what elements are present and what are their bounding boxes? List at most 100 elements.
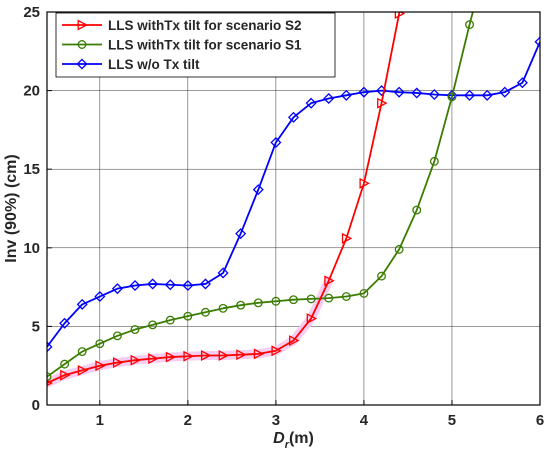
x-axis-label-unit: (m) — [289, 430, 314, 447]
data-point — [148, 320, 158, 330]
data-point — [270, 136, 282, 148]
plot-series — [47, 12, 540, 388]
data-point — [164, 279, 176, 291]
x-tick-label: 6 — [536, 412, 544, 429]
data-point — [182, 280, 194, 292]
data-point — [183, 311, 193, 321]
data-point — [165, 351, 177, 363]
data-point — [94, 291, 106, 303]
data-point — [324, 293, 334, 303]
data-point — [111, 283, 123, 295]
x-tick-label: 3 — [272, 412, 280, 429]
data-point — [428, 89, 440, 101]
data-point — [218, 303, 228, 313]
x-tick-label: 4 — [360, 412, 369, 429]
data-point — [394, 12, 406, 20]
data-point — [306, 313, 318, 325]
data-point — [252, 184, 264, 196]
data-point — [253, 348, 265, 360]
data-point — [412, 205, 422, 215]
data-point — [306, 294, 316, 304]
data-point — [411, 87, 423, 99]
y-tick-label: 25 — [23, 4, 40, 21]
y-tick-label: 0 — [32, 397, 40, 414]
data-point — [323, 92, 335, 104]
data-point — [377, 271, 386, 281]
legend-marker — [76, 58, 88, 70]
x-tick-label: 5 — [448, 412, 456, 429]
y-tick-label: 5 — [32, 318, 40, 335]
data-point — [199, 278, 211, 290]
data-point — [183, 350, 194, 362]
data-point — [464, 89, 476, 101]
data-point — [271, 345, 282, 357]
data-point — [95, 339, 105, 349]
data-point — [218, 350, 230, 361]
data-point — [340, 89, 352, 101]
data-point — [77, 347, 87, 357]
data-point — [130, 325, 140, 334]
data-point — [289, 295, 298, 305]
y-axis-label: Inv (90%) (cm) — [3, 154, 20, 262]
y-tick-label: 15 — [23, 161, 40, 178]
data-point — [60, 359, 70, 369]
data-point — [95, 360, 106, 372]
x-axis-label: Dr(m) — [273, 430, 314, 451]
data-point — [76, 298, 88, 310]
legend-label: LLS withTx tilt for scenario S2 — [108, 18, 302, 33]
x-axis-label-main: D — [273, 430, 285, 447]
data-point — [112, 357, 124, 369]
data-point — [341, 232, 353, 244]
legend-marker — [77, 40, 87, 49]
series-1 — [47, 12, 406, 387]
data-point — [534, 36, 540, 48]
data-point — [447, 92, 457, 102]
data-point — [201, 350, 212, 361]
x-tick-label: 2 — [184, 412, 192, 429]
data-point — [130, 354, 142, 366]
y-tick-label: 20 — [23, 83, 40, 100]
data-point — [47, 341, 53, 353]
data-point — [165, 315, 175, 325]
data-point — [359, 177, 370, 189]
legend-box — [55, 12, 336, 78]
data-point — [271, 296, 281, 306]
y-tick-label: 10 — [23, 240, 40, 257]
legend-label: LLS w/o Tx tilt — [108, 57, 200, 72]
series-3 — [47, 36, 540, 353]
grid — [47, 12, 540, 405]
x-axis-label-sub: r — [285, 439, 290, 451]
data-point — [499, 86, 511, 98]
data-point — [465, 20, 475, 30]
x-tick-label: 1 — [96, 412, 104, 429]
data-point — [377, 97, 388, 109]
legend-label: LLS withTx tilt for scenario S1 — [108, 38, 302, 53]
data-point — [289, 335, 300, 347]
data-point — [147, 278, 159, 290]
axis-ticks: 1 2 3 4 5 6 0 5 10 15 20 25 — [23, 4, 544, 429]
data-point — [59, 317, 71, 329]
data-point — [481, 89, 493, 101]
data-point — [60, 369, 71, 381]
data-point — [341, 292, 351, 301]
legend: LLS withTx tilt for scenario S2 LLS withT… — [55, 12, 336, 78]
series-line — [47, 41, 540, 348]
plot-frame — [46, 11, 541, 406]
data-point — [236, 349, 247, 361]
data-point — [235, 228, 247, 240]
data-point — [217, 267, 229, 279]
data-point — [112, 331, 122, 341]
data-point — [358, 86, 370, 98]
data-point — [359, 288, 369, 298]
data-point — [148, 353, 159, 365]
data-point — [305, 97, 317, 109]
data-point — [429, 156, 439, 166]
data-point — [236, 300, 246, 310]
data-point — [324, 275, 335, 287]
series-line — [47, 12, 474, 378]
data-point — [201, 307, 210, 317]
data-point — [394, 244, 404, 254]
series-2 — [47, 12, 475, 382]
